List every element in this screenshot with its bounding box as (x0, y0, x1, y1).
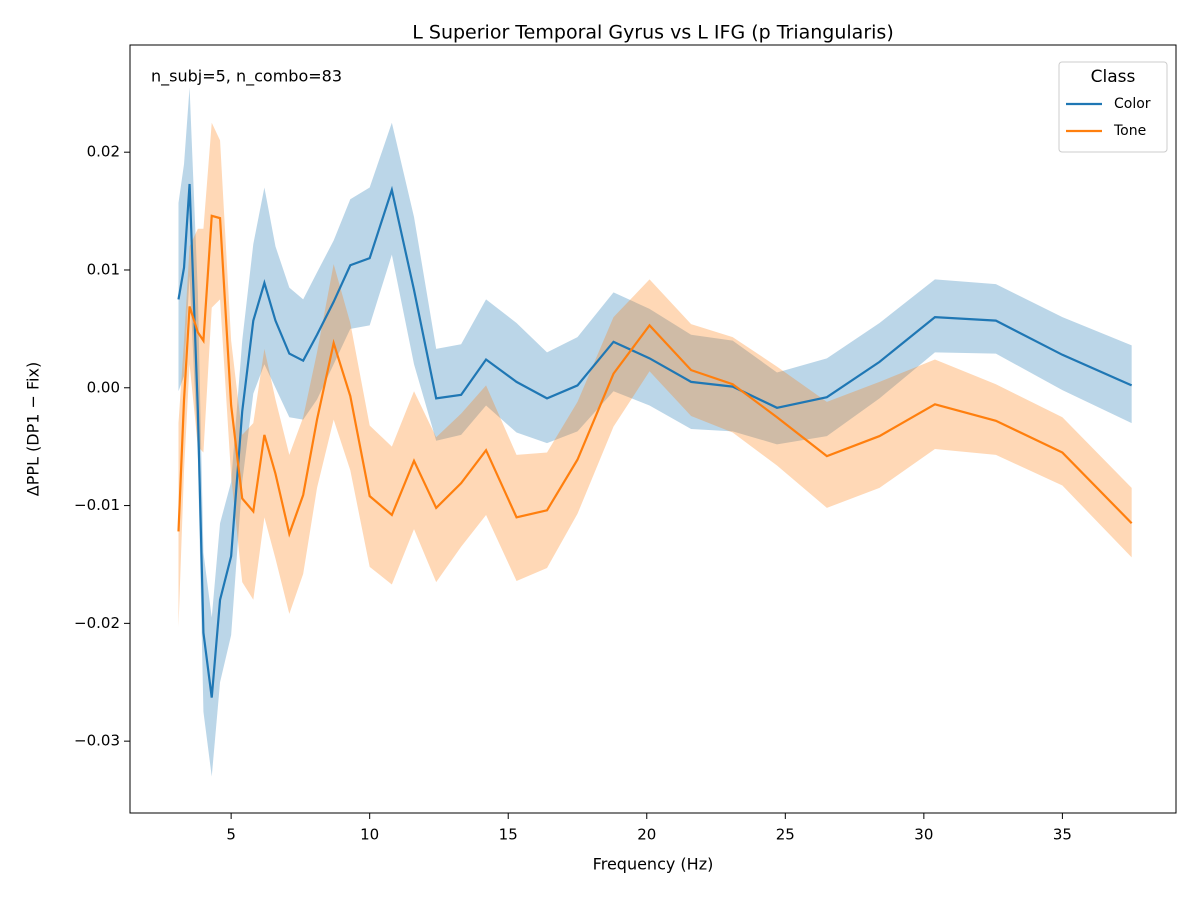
line (177, 214, 1133, 538)
confidence-band (178, 122, 1132, 627)
y-tick-label: −0.01 (74, 496, 120, 514)
confidence-band (178, 87, 1132, 777)
x-tick-label: 25 (776, 826, 795, 844)
y-tick-label: −0.02 (74, 614, 120, 632)
x-tick-label: 10 (360, 826, 379, 844)
y-tick-label: −0.03 (74, 732, 120, 750)
y-tick-label: 0.00 (87, 378, 120, 396)
x-tick-label: 5 (226, 826, 236, 844)
x-tick-label: 30 (914, 826, 933, 844)
plot-frame (129, 44, 1177, 814)
y-tick-label: 0.02 (87, 143, 120, 161)
y-axis-label: ΔPPL (DP1 − Fix) (24, 362, 43, 496)
legend-title: Class (1091, 67, 1136, 87)
annotation: n_subj=5, n_combo=83 (151, 67, 342, 87)
legend-box (1058, 61, 1168, 153)
x-tick-label: 15 (499, 826, 518, 844)
chart-title: L Superior Temporal Gyrus vs L IFG (p Tr… (412, 22, 893, 44)
legend-label: Color (1114, 96, 1151, 112)
y-tick-label: 0.01 (87, 260, 120, 278)
x-tick-label: 20 (637, 826, 656, 844)
x-tick-label: 35 (1053, 826, 1072, 844)
line (177, 183, 1133, 698)
x-axis-label: Frequency (Hz) (593, 855, 714, 874)
legend-label: Tone (1113, 123, 1146, 139)
